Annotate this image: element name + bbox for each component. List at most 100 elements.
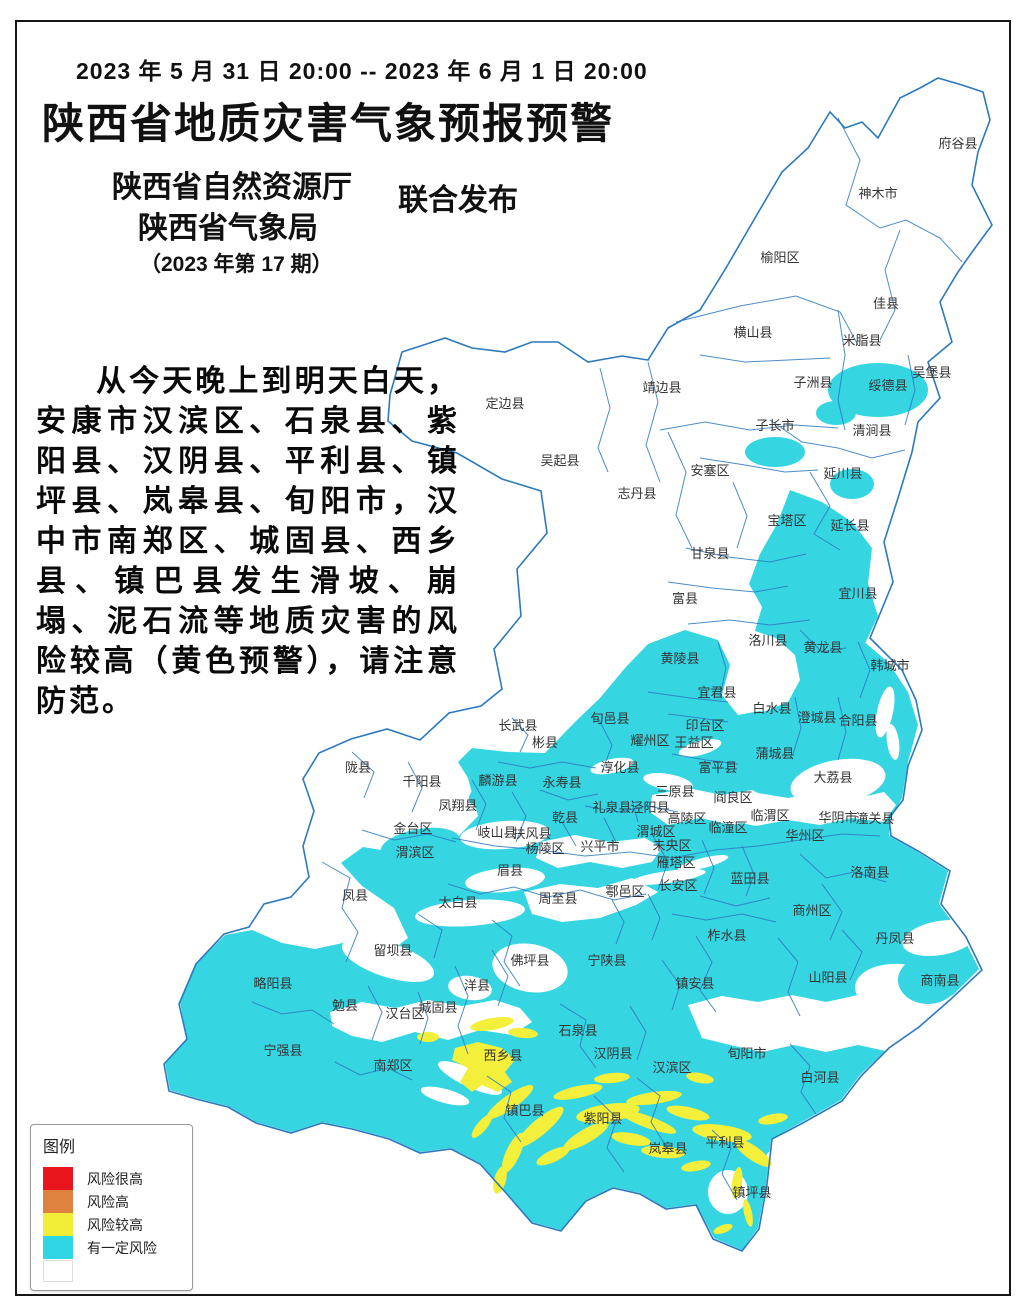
county-label: 乾县 — [552, 810, 578, 825]
legend-box: 图例 风险很高风险高风险较高有一定风险 — [30, 1124, 193, 1291]
legend-item: 风险高 — [43, 1190, 184, 1213]
county-label: 黄陵县 — [660, 651, 699, 666]
county-label: 印台区 — [685, 718, 724, 733]
county-label: 岚皋县 — [648, 1141, 687, 1156]
county-label: 延川县 — [823, 466, 862, 481]
legend-item — [43, 1259, 184, 1282]
county-label: 西乡县 — [483, 1048, 522, 1063]
county-label: 洛南县 — [850, 865, 889, 880]
county-label: 镇坪县 — [732, 1185, 771, 1200]
county-label: 眉县 — [497, 863, 523, 878]
county-label: 大荔县 — [813, 770, 852, 785]
county-label: 子长市 — [755, 418, 794, 433]
county-label: 平利县 — [705, 1135, 744, 1150]
county-label: 石泉县 — [558, 1023, 597, 1038]
county-label: 韩城市 — [870, 658, 909, 673]
county-label: 南郑区 — [373, 1058, 412, 1073]
county-label: 宝塔区 — [767, 513, 806, 528]
county-label: 澄城县 — [797, 710, 836, 725]
county-label: 富平县 — [698, 760, 737, 775]
county-label: 甘泉县 — [690, 546, 729, 561]
legend-label: 风险高 — [87, 1193, 129, 1210]
county-label: 麟游县 — [478, 773, 517, 788]
county-label: 长安区 — [658, 878, 697, 893]
county-label: 吴堡县 — [912, 365, 951, 380]
county-label: 长武县 — [498, 718, 537, 733]
forecast-date-range: 2023 年 5 月 31 日 20:00 -- 2023 年 6 月 1 日 … — [76, 58, 648, 84]
county-label: 陇县 — [345, 760, 371, 775]
legend-label: 风险较高 — [87, 1216, 143, 1233]
county-label: 紫阳县 — [583, 1111, 622, 1126]
county-label: 耀州区 — [630, 733, 669, 748]
legend-swatch — [43, 1167, 73, 1190]
county-label: 杨陵区 — [525, 841, 564, 856]
county-label: 鄠邑区 — [605, 884, 644, 899]
legend-swatch — [43, 1213, 73, 1236]
county-label: 洋县 — [464, 978, 490, 993]
county-label: 合阳县 — [838, 713, 877, 728]
county-label: 淳化县 — [600, 760, 639, 775]
county-label: 米脂县 — [842, 333, 881, 348]
county-label: 延长县 — [830, 518, 869, 533]
page-title: 陕西省地质灾害气象预报预警 — [42, 102, 615, 148]
county-label: 渭滨区 — [395, 845, 434, 860]
county-label: 兴平市 — [580, 839, 619, 854]
province-outline — [163, 77, 993, 1252]
county-label: 临潼区 — [708, 820, 747, 835]
county-label: 岐山县 — [477, 825, 516, 840]
county-label: 吴起县 — [540, 453, 579, 468]
county-label: 阎良区 — [713, 790, 752, 805]
county-boundaries — [251, 117, 963, 1201]
county-label: 富县 — [672, 591, 698, 606]
county-label: 凤县 — [342, 888, 368, 903]
county-label: 丹凤县 — [875, 931, 914, 946]
county-label: 雁塔区 — [656, 855, 695, 870]
county-label: 凤翔县 — [438, 798, 477, 813]
county-label: 未央区 — [652, 838, 691, 853]
county-label: 商南县 — [920, 973, 959, 988]
county-label: 柞水县 — [707, 928, 746, 943]
county-label: 汉滨区 — [652, 1060, 691, 1075]
county-label: 太白县 — [438, 895, 477, 910]
county-label: 蒲城县 — [755, 746, 794, 761]
county-label: 榆阳区 — [760, 250, 799, 265]
legend-item: 有一定风险 — [43, 1236, 184, 1259]
issuer-meteorological: 陕西省气象局 — [138, 212, 318, 245]
county-label: 留坝县 — [373, 943, 412, 958]
county-label: 子洲县 — [793, 375, 832, 390]
legend-item: 风险很高 — [43, 1167, 184, 1190]
county-label: 华阴市 — [818, 810, 857, 825]
legend-label: 有一定风险 — [87, 1239, 157, 1256]
issue-number: （2023 年第 17 期） — [140, 253, 333, 276]
legend-swatch — [43, 1236, 73, 1259]
county-label: 白水县 — [752, 701, 791, 716]
county-label: 白河县 — [800, 1070, 839, 1085]
county-label: 绥德县 — [868, 378, 907, 393]
county-label: 临渭区 — [750, 808, 789, 823]
county-label: 安塞区 — [690, 463, 729, 478]
county-label: 高陵区 — [667, 811, 706, 826]
legend-title: 图例 — [43, 1139, 76, 1156]
county-label: 洛川县 — [748, 633, 787, 648]
joint-release-label: 联合发布 — [398, 184, 518, 217]
county-label: 永寿县 — [542, 775, 581, 790]
county-label: 镇安县 — [675, 976, 714, 991]
county-label: 神木市 — [858, 186, 897, 201]
county-label: 潼关县 — [855, 811, 894, 826]
county-label: 镇巴县 — [505, 1103, 544, 1118]
county-label: 佳县 — [873, 296, 899, 311]
county-label: 旬阳市 — [727, 1046, 766, 1061]
county-label: 佛坪县 — [510, 953, 549, 968]
county-label: 横山县 — [733, 325, 772, 340]
county-label: 宜君县 — [697, 685, 736, 700]
county-label: 泾阳县 — [630, 800, 669, 815]
county-label: 略阳县 — [253, 976, 292, 991]
county-label: 山阳县 — [808, 970, 847, 985]
county-label: 勉县 — [332, 998, 358, 1013]
county-label: 礼泉县 — [592, 800, 631, 815]
county-label: 汉阴县 — [593, 1046, 632, 1061]
issuer-natural-resources: 陕西省自然资源厅 — [112, 171, 352, 204]
county-label: 旬邑县 — [590, 711, 629, 726]
county-label: 扶风县 — [512, 826, 551, 841]
